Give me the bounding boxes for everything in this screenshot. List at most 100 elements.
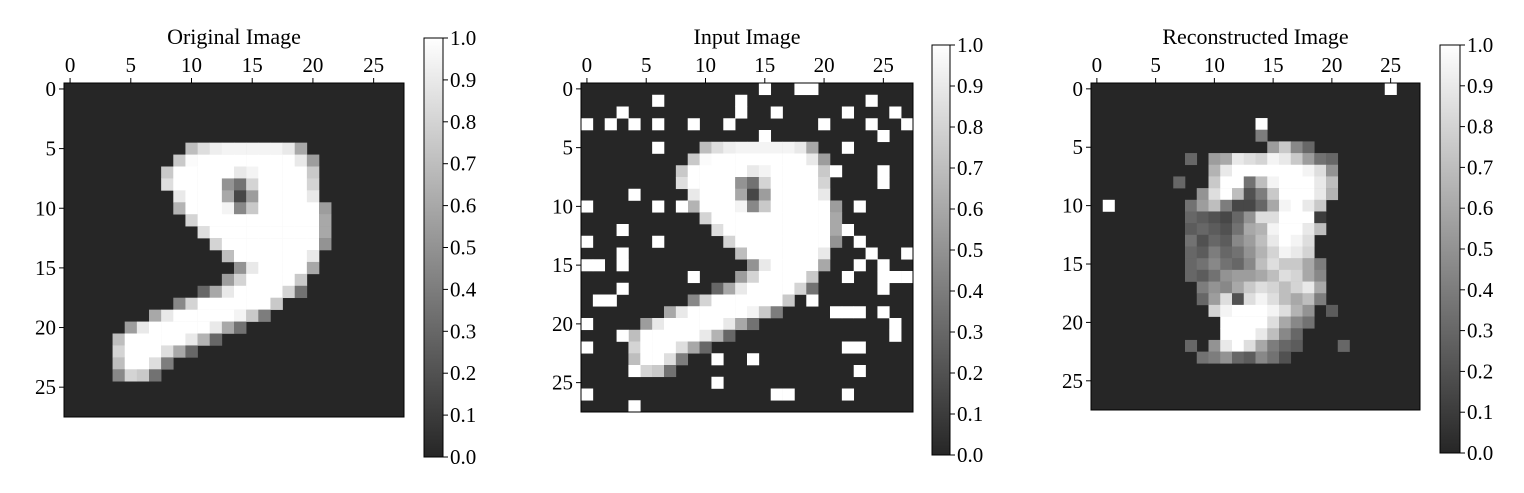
heatmap-cell: [853, 365, 866, 378]
heatmap-cell: [197, 333, 211, 346]
heatmap-cell: [1243, 281, 1256, 294]
heatmap-cell: [209, 202, 223, 215]
heatmap-cell: [209, 321, 223, 334]
heatmap-cell: [1302, 269, 1315, 282]
plot-frame: [580, 82, 914, 413]
y-tick-label: 25: [35, 375, 56, 399]
heatmap-cell: [270, 166, 283, 179]
heatmap-cell: [197, 178, 211, 191]
heatmap-cell: [723, 188, 736, 201]
heatmap-cell: [1220, 328, 1233, 341]
heatmap-cell: [687, 177, 700, 190]
heatmap-cell: [901, 118, 914, 131]
heatmap-cell: [282, 226, 296, 239]
heatmap-cell: [735, 188, 748, 201]
heatmap-cell: [652, 353, 665, 366]
heatmap-cell: [806, 165, 819, 178]
colorbar-tick-label: 1.0: [1467, 33, 1493, 57]
heatmap-cell: [1290, 281, 1303, 294]
heatmap-cell: [747, 212, 760, 225]
heatmap-cell: [794, 235, 807, 248]
heatmap-cell: [758, 188, 772, 201]
heatmap-cell: [1220, 164, 1233, 177]
heatmap-cell: [258, 202, 271, 215]
heatmap-cell: [282, 178, 296, 191]
heatmap-cell: [1302, 164, 1315, 177]
heatmap-cell: [1208, 339, 1221, 352]
heatmap-cell: [1290, 339, 1303, 352]
heatmap-cell: [818, 188, 831, 201]
heatmap-cell: [1232, 246, 1245, 259]
heatmap-cell: [770, 271, 783, 284]
heatmap-cell: [699, 212, 712, 225]
colorbar-tick-label: 0.7: [1467, 155, 1493, 179]
heatmap-cell: [711, 329, 724, 342]
heatmap-cell: [306, 261, 320, 275]
heatmap-cell: [664, 306, 677, 319]
heatmap-cell: [782, 141, 795, 154]
heatmap-cell: [841, 306, 855, 319]
heatmap-cell: [1208, 281, 1221, 294]
colorbar-tick-label: 0.8: [450, 110, 476, 134]
heatmap-cell: [319, 214, 332, 227]
heatmap-cell: [758, 141, 772, 154]
y-tick-label: 10: [552, 194, 573, 218]
heatmap-cell: [628, 329, 641, 342]
heatmap-cell: [294, 190, 308, 203]
heatmap-cell: [711, 153, 724, 166]
heatmap-cell: [185, 214, 198, 227]
heatmap-cell: [675, 329, 689, 342]
colorbar-tick-label: 0.8: [957, 115, 983, 139]
heatmap-cell: [782, 388, 795, 401]
heatmap-cell: [687, 318, 700, 331]
heatmap-cell: [1220, 293, 1233, 306]
y-tick-label: 5: [1073, 135, 1084, 159]
heatmap-cell: [841, 388, 855, 401]
heatmap-cell: [221, 226, 235, 239]
heatmap-cell: [770, 177, 783, 190]
heatmap-cell: [270, 214, 283, 227]
heatmap-cell: [173, 321, 186, 334]
heatmap-cell: [234, 202, 247, 215]
heatmap-cell: [1232, 339, 1245, 352]
heatmap-cell: [258, 273, 271, 287]
panel-reconstructed-image: Reconstructed Image 0 5 10 15 20 25 0 5 10 15 20 25 0…: [1062, 24, 1494, 465]
heatmap-cell: [124, 345, 138, 358]
heatmap-cell: [830, 306, 843, 319]
heatmap-cell: [1220, 234, 1233, 247]
heatmap-cell: [758, 212, 772, 225]
x-tick-label: 0: [1092, 53, 1103, 77]
heatmap-cell: [221, 285, 235, 299]
heatmap-cell: [806, 271, 819, 284]
heatmap-cell: [1267, 234, 1280, 247]
x-tick-label: 10: [181, 53, 202, 77]
heatmap-cell: [1314, 153, 1327, 166]
heatmap-cell: [258, 250, 271, 263]
heatmap-cell: [270, 273, 283, 287]
heatmap-cell: [889, 318, 902, 331]
heatmap-cell: [234, 166, 247, 179]
heatmap-cell: [1232, 223, 1245, 236]
heatmap-cell: [1326, 304, 1339, 317]
heatmap-cell: [282, 154, 296, 167]
heatmap-cell: [735, 177, 748, 190]
heatmap-cell: [735, 224, 748, 237]
heatmap-cell: [270, 238, 283, 251]
heatmap-cell: [723, 212, 736, 225]
heatmap-cell: [1220, 211, 1233, 224]
heatmap-cell: [818, 259, 831, 272]
heatmap-cell: [1267, 351, 1280, 364]
heatmap-cell: [758, 271, 772, 284]
heatmap-cell: [664, 329, 677, 342]
heatmap-cell: [853, 235, 866, 248]
heatmap-cell: [1302, 176, 1315, 189]
heatmap-cell: [628, 400, 641, 413]
heatmap-cell: [1267, 328, 1280, 341]
heatmap-cell: [877, 259, 890, 272]
heatmap-cell: [161, 309, 174, 322]
colorbar-gradient: [931, 44, 951, 456]
heatmap-cell: [652, 118, 665, 131]
heatmap-cell: [294, 142, 308, 155]
heatmap-cell: [806, 247, 819, 260]
heatmap-cell: [209, 214, 223, 227]
